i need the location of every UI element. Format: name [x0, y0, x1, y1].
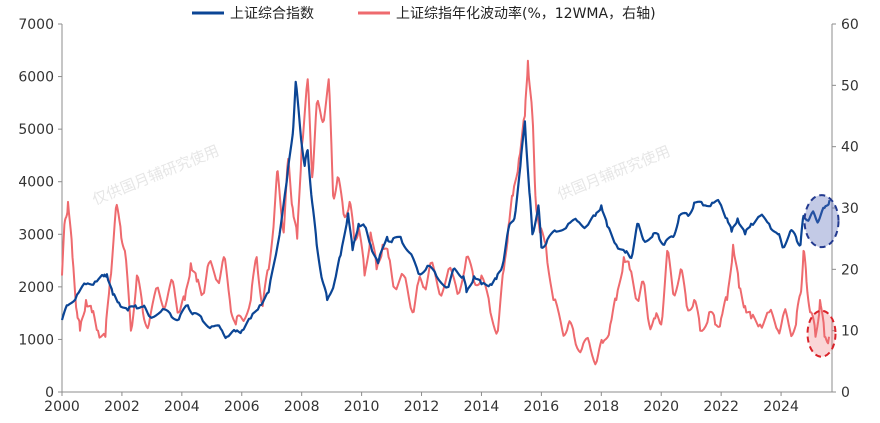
series-line-index [60, 80, 831, 340]
x-tick-label: 2010 [344, 399, 380, 415]
y-left-tick-label: 7000 [18, 17, 54, 33]
x-tick-label: 2022 [703, 399, 739, 415]
x-tick-label: 2018 [583, 399, 619, 415]
y-right-tick-label: 30 [841, 201, 859, 217]
x-tick-label: 2012 [404, 399, 440, 415]
y-right-tick-label: 50 [841, 78, 859, 94]
legend-label-index: 上证综合指数 [230, 6, 314, 22]
index-highlight-ellipse [803, 194, 840, 249]
x-tick-label: 2014 [464, 399, 500, 415]
x-tick-label: 2000 [44, 399, 80, 415]
y-right-tick-label: 60 [841, 17, 859, 33]
volatility-highlight-ellipse [806, 309, 837, 358]
watermark-layer: 仅供国月辅研究使用 供国月辅研究使用 [90, 141, 673, 208]
series-layer [60, 59, 831, 366]
watermark-text: 仅供国月辅研究使用 [90, 141, 222, 208]
y-left-tick-label: 2000 [18, 280, 54, 296]
y-left-tick-label: 4000 [18, 175, 54, 191]
ticks-layer: 0 1000 2000 3000 4000 5000 6000 7000 0 10 20 30 40 50… [18, 17, 858, 415]
legend: 上证综合指数 上证综指年化波动率(%，12WMA，右轴) [192, 5, 656, 22]
y-right-tick-label: 10 [841, 324, 859, 340]
y-right-tick-label: 20 [841, 262, 859, 278]
y-left-tick-label: 1000 [18, 332, 54, 348]
x-tick-label: 2024 [763, 399, 799, 415]
watermark-text: 供国月辅研究使用 [555, 142, 673, 204]
y-right-tick-label: 0 [841, 385, 850, 401]
y-right-tick-label: 40 [841, 140, 859, 156]
y-left-tick-label: 6000 [18, 70, 54, 86]
y-left-tick-label: 3000 [18, 227, 54, 243]
x-tick-label: 2006 [224, 399, 260, 415]
x-tick-label: 2016 [524, 399, 560, 415]
series-line-volatility [61, 59, 830, 366]
x-tick-label: 2004 [164, 399, 200, 415]
axes-layer [61, 24, 833, 393]
x-tick-label: 2002 [104, 399, 140, 415]
annotation-layer [803, 194, 840, 358]
y-left-tick-label: 0 [45, 385, 54, 401]
x-tick-label: 2020 [643, 399, 679, 415]
legend-label-volatility: 上证综指年化波动率(%，12WMA，右轴) [396, 5, 656, 22]
x-tick-label: 2008 [284, 399, 320, 415]
y-left-tick-label: 5000 [18, 122, 54, 138]
